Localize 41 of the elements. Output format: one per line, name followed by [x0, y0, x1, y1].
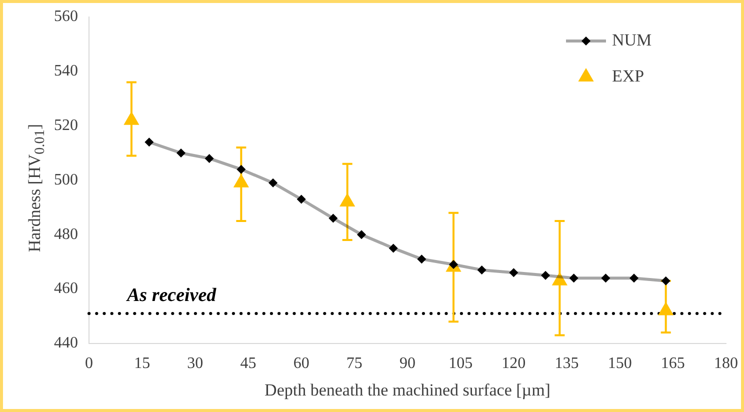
y-tick-label: 520 [54, 117, 78, 134]
y-tick-label: 500 [54, 171, 78, 188]
x-tick-label: 90 [400, 355, 416, 372]
point [328, 214, 338, 223]
x-tick-label: 30 [187, 355, 204, 372]
point [601, 274, 610, 283]
y-tick-label: 460 [54, 280, 78, 298]
x-tick-label: 135 [554, 355, 579, 372]
legend-label: EXP [612, 66, 644, 86]
x-axis-title: Depth beneath the machined surface [µm] [264, 380, 550, 400]
point [661, 276, 670, 286]
point [569, 274, 578, 283]
x-tick-label: 165 [660, 355, 685, 372]
y-tick-label: 560 [54, 8, 78, 26]
point [236, 164, 246, 174]
point [204, 154, 214, 163]
x-tick-label: 120 [502, 355, 526, 372]
y-tick-label: 480 [54, 226, 78, 243]
point [477, 265, 486, 274]
point [629, 274, 638, 283]
y-tick-label: 440 [54, 334, 78, 352]
x-tick-label: 105 [448, 355, 473, 372]
x-tick-label: 0 [85, 355, 93, 372]
x-tick-label: 75 [346, 355, 362, 372]
y-tick-label: 540 [54, 62, 78, 80]
point [509, 268, 518, 278]
point [356, 230, 366, 240]
point [176, 148, 186, 158]
x-tick-label: 150 [608, 355, 632, 372]
point [541, 270, 550, 280]
point [144, 138, 154, 147]
legend-label: NUM [612, 30, 652, 50]
point [388, 244, 398, 253]
point [268, 178, 278, 188]
x-tick-label: 15 [134, 355, 150, 372]
x-tick-label: 60 [293, 355, 310, 372]
point [296, 194, 306, 204]
x-tick-label: 45 [240, 355, 256, 372]
x-tick-label: 180 [714, 355, 738, 372]
point [417, 254, 426, 264]
ref-line-label: As received [126, 284, 217, 306]
